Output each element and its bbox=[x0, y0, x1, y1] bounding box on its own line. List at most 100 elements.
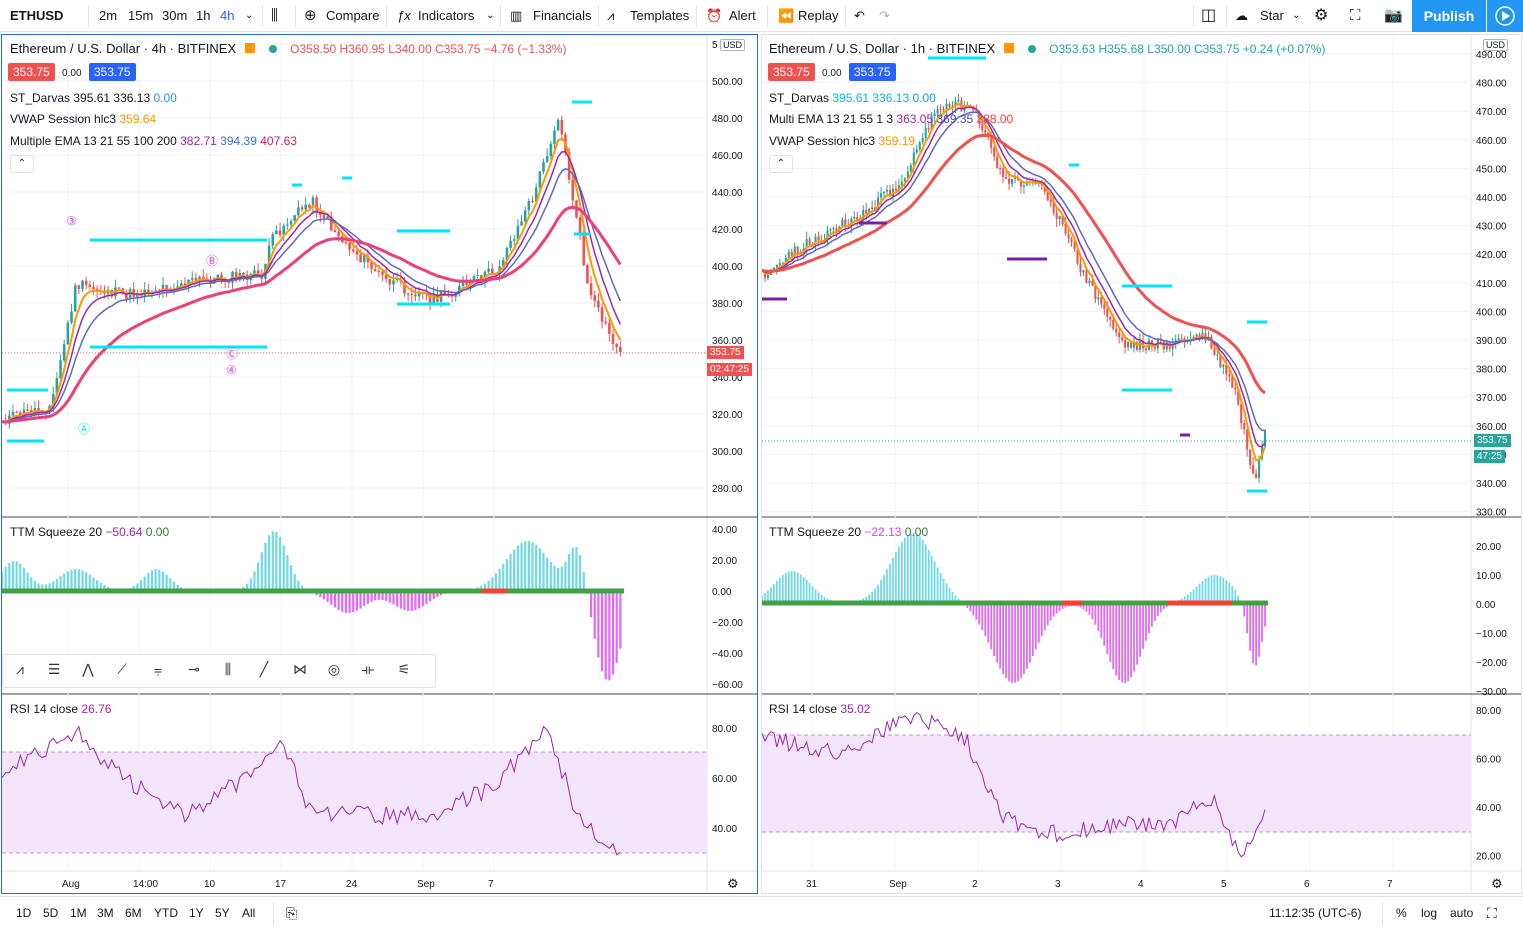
candle-body bbox=[443, 291, 446, 294]
star-layout-button[interactable]: Star bbox=[1260, 8, 1284, 23]
divider bbox=[767, 5, 768, 27]
pattern-icon[interactable]: ⋀ bbox=[82, 661, 94, 677]
templates-icon[interactable]: ⩘ bbox=[607, 8, 615, 23]
pitchfork-icon[interactable]: ⫼ bbox=[224, 661, 232, 677]
fullscreen-icon[interactable]: ⛶ bbox=[1487, 905, 1497, 921]
interval-1h[interactable]: 1h bbox=[196, 8, 211, 23]
range-5d[interactable]: 5D bbox=[43, 906, 59, 920]
left-chart-canvas[interactable]: 5 500.00 480.00 460.00 440.00 420.00 400.00 380… bbox=[2, 35, 757, 893]
range-1m[interactable]: 1M bbox=[70, 906, 87, 920]
auto-scale-toggle[interactable]: auto bbox=[1450, 906, 1474, 920]
candle-body bbox=[183, 283, 187, 286]
trendline-icon[interactable]: ⟋ bbox=[117, 661, 127, 677]
elliott-wave-label[interactable]: Ⓒ bbox=[226, 347, 239, 361]
right-indicator-ema[interactable]: Multi EMA 13 21 55 1 3 363.05 369.35 388… bbox=[769, 112, 1013, 126]
collapse-legend-button[interactable]: ⌃ bbox=[769, 155, 793, 173]
gear-icon[interactable]: ⚙ bbox=[1491, 876, 1503, 891]
play-icon[interactable] bbox=[1487, 0, 1523, 32]
indicators-dropdown-icon[interactable]: ⌄ bbox=[486, 10, 495, 21]
range-5y[interactable]: 5Y bbox=[215, 906, 230, 920]
left-indicator-vwap[interactable]: VWAP Session hlc3 359.64 bbox=[10, 112, 156, 126]
settings-lines-icon[interactable]: ⚟ bbox=[397, 661, 411, 677]
gear-icon[interactable]: ⚙ bbox=[1314, 7, 1329, 24]
interval-4h[interactable]: 4h bbox=[220, 8, 235, 23]
compare-button[interactable]: Compare bbox=[326, 8, 380, 23]
left-symbol-title[interactable]: Ethereum / U.S. Dollar · 4h · BITFINEX bbox=[10, 41, 237, 56]
percent-scale-toggle[interactable]: % bbox=[1396, 906, 1407, 920]
left-indicator-ema[interactable]: Multiple EMA 13 21 55 100 200 382.71 394… bbox=[10, 134, 297, 148]
right-indicator-vwap[interactable]: VWAP Session hlc3 359.19 bbox=[769, 134, 915, 148]
interval-2m[interactable]: 2m bbox=[99, 8, 118, 23]
right-indicator-darvas[interactable]: ST_Darvas 395.61 336.13 0.00 bbox=[769, 91, 936, 105]
interval-30m[interactable]: 30m bbox=[162, 8, 188, 23]
goto-date-icon[interactable]: ⎘ bbox=[286, 905, 298, 921]
replay-icon[interactable]: ⏪ bbox=[778, 8, 795, 23]
horizontal-ray-icon[interactable]: ⊸ bbox=[188, 661, 200, 677]
alert-button[interactable]: Alert bbox=[729, 8, 756, 23]
interval-dropdown-icon[interactable]: ⌄ bbox=[245, 10, 254, 21]
range-1d[interactable]: 1D bbox=[16, 906, 32, 920]
elliott-wave-label[interactable]: Ⓑ bbox=[206, 254, 219, 268]
elliott-wave-label[interactable]: ③ bbox=[66, 214, 77, 228]
cloud-icon[interactable]: ☁ bbox=[1235, 8, 1248, 23]
publish-button[interactable]: Publish bbox=[1412, 0, 1486, 32]
time-tick-label: 14:00 bbox=[133, 879, 158, 890]
right-sell-price[interactable]: 353.75 bbox=[768, 63, 815, 81]
log-scale-toggle[interactable]: log bbox=[1421, 906, 1438, 920]
camera-icon[interactable]: 📷 bbox=[1384, 7, 1403, 24]
right-symbol-title[interactable]: Ethereum / U.S. Dollar · 1h · BITFINEX bbox=[769, 41, 996, 56]
layout-icon[interactable]: ◫ bbox=[1201, 7, 1217, 24]
range-3m[interactable]: 3M bbox=[97, 906, 114, 920]
flag-icon[interactable] bbox=[245, 43, 256, 53]
alert-icon[interactable]: ⏰ bbox=[706, 8, 723, 23]
star-dropdown-icon[interactable]: ⌄ bbox=[1292, 10, 1301, 21]
compare-icon[interactable]: ⊕ bbox=[304, 7, 317, 24]
xabcd-icon[interactable]: ⋈ bbox=[293, 661, 307, 677]
elliott-wave-label[interactable]: Ⓐ bbox=[78, 422, 91, 436]
divider bbox=[500, 5, 501, 27]
chart-type-icon[interactable]: ⫼ bbox=[271, 7, 278, 24]
range-6m[interactable]: 6M bbox=[125, 906, 142, 920]
left-rsi-legend[interactable]: RSI 14 close 26.76 bbox=[10, 702, 111, 716]
left-currency-label[interactable]: USD bbox=[720, 39, 746, 51]
range-ytd[interactable]: YTD bbox=[154, 906, 178, 920]
range-all[interactable]: All bbox=[242, 906, 256, 920]
left-indicator-darvas[interactable]: ST_Darvas 395.61 336.13 0.00 bbox=[10, 91, 177, 105]
clock-timezone[interactable]: 11:12:35 (UTC-6) bbox=[1269, 906, 1362, 920]
symbol-search[interactable]: ETHUSD bbox=[10, 8, 64, 23]
ema-line bbox=[2, 151, 621, 423]
elliott-wave-icon[interactable]: ⩘ bbox=[16, 661, 24, 677]
templates-button[interactable]: Templates bbox=[630, 8, 690, 23]
right-buy-price[interactable]: 353.75 bbox=[848, 63, 896, 81]
left-buy-price[interactable]: 353.75 bbox=[88, 63, 136, 81]
fullscreen-icon[interactable]: ⛶ bbox=[1350, 7, 1361, 24]
left-sell-price[interactable]: 353.75 bbox=[8, 63, 55, 81]
hlines-icon[interactable]: ☰ bbox=[47, 661, 61, 677]
candle-body bbox=[165, 285, 168, 292]
cycle-icon[interactable]: ◎ bbox=[327, 661, 341, 677]
elliott-wave-label[interactable]: ④ bbox=[226, 363, 237, 377]
ttm-tick-label: 20.00 bbox=[712, 556, 737, 567]
right-ttm-legend[interactable]: TTM Squeeze 20 −22.13 0.00 bbox=[769, 525, 928, 539]
collapse-legend-button[interactable]: ⌃ bbox=[10, 155, 34, 173]
undo-icon[interactable]: ↶ bbox=[854, 8, 865, 23]
indicators-icon[interactable]: ƒx bbox=[397, 8, 411, 23]
range-1y[interactable]: 1Y bbox=[189, 906, 204, 920]
line-icon[interactable]: ╱ bbox=[259, 661, 269, 677]
left-ttm-legend[interactable]: TTM Squeeze 20 −50.64 0.00 bbox=[10, 525, 169, 539]
financials-icon[interactable]: ▥ bbox=[510, 8, 523, 23]
right-rsi-legend[interactable]: RSI 14 close 35.02 bbox=[769, 702, 870, 716]
financials-button[interactable]: Financials bbox=[533, 8, 592, 23]
candle-body bbox=[951, 105, 954, 107]
right-chart-canvas[interactable]: 490.00480.00470.00460.00450.00440.00430.… bbox=[762, 35, 1521, 893]
interval-15m[interactable]: 15m bbox=[128, 8, 154, 23]
flag-icon[interactable] bbox=[1004, 43, 1015, 53]
measure-icon[interactable]: ⟛ bbox=[361, 661, 375, 677]
candle-body bbox=[278, 230, 282, 235]
redo-icon[interactable]: ↷ bbox=[879, 8, 890, 23]
indicators-button[interactable]: Indicators bbox=[418, 8, 475, 23]
replay-button[interactable]: Replay bbox=[798, 8, 839, 23]
right-currency-label[interactable]: USD bbox=[1483, 39, 1509, 51]
fib-icon[interactable]: ⩦ bbox=[153, 661, 163, 677]
gear-icon[interactable]: ⚙ bbox=[727, 876, 739, 891]
